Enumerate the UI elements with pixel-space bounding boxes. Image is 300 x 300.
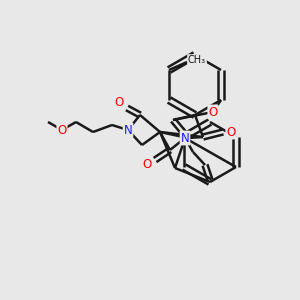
Text: O: O — [142, 158, 152, 172]
Text: CH₃: CH₃ — [188, 55, 206, 65]
Text: O: O — [114, 97, 124, 110]
Text: O: O — [57, 124, 67, 136]
Text: N: N — [181, 131, 189, 145]
Text: N: N — [124, 124, 132, 136]
Text: O: O — [226, 125, 236, 139]
Text: O: O — [208, 106, 217, 118]
